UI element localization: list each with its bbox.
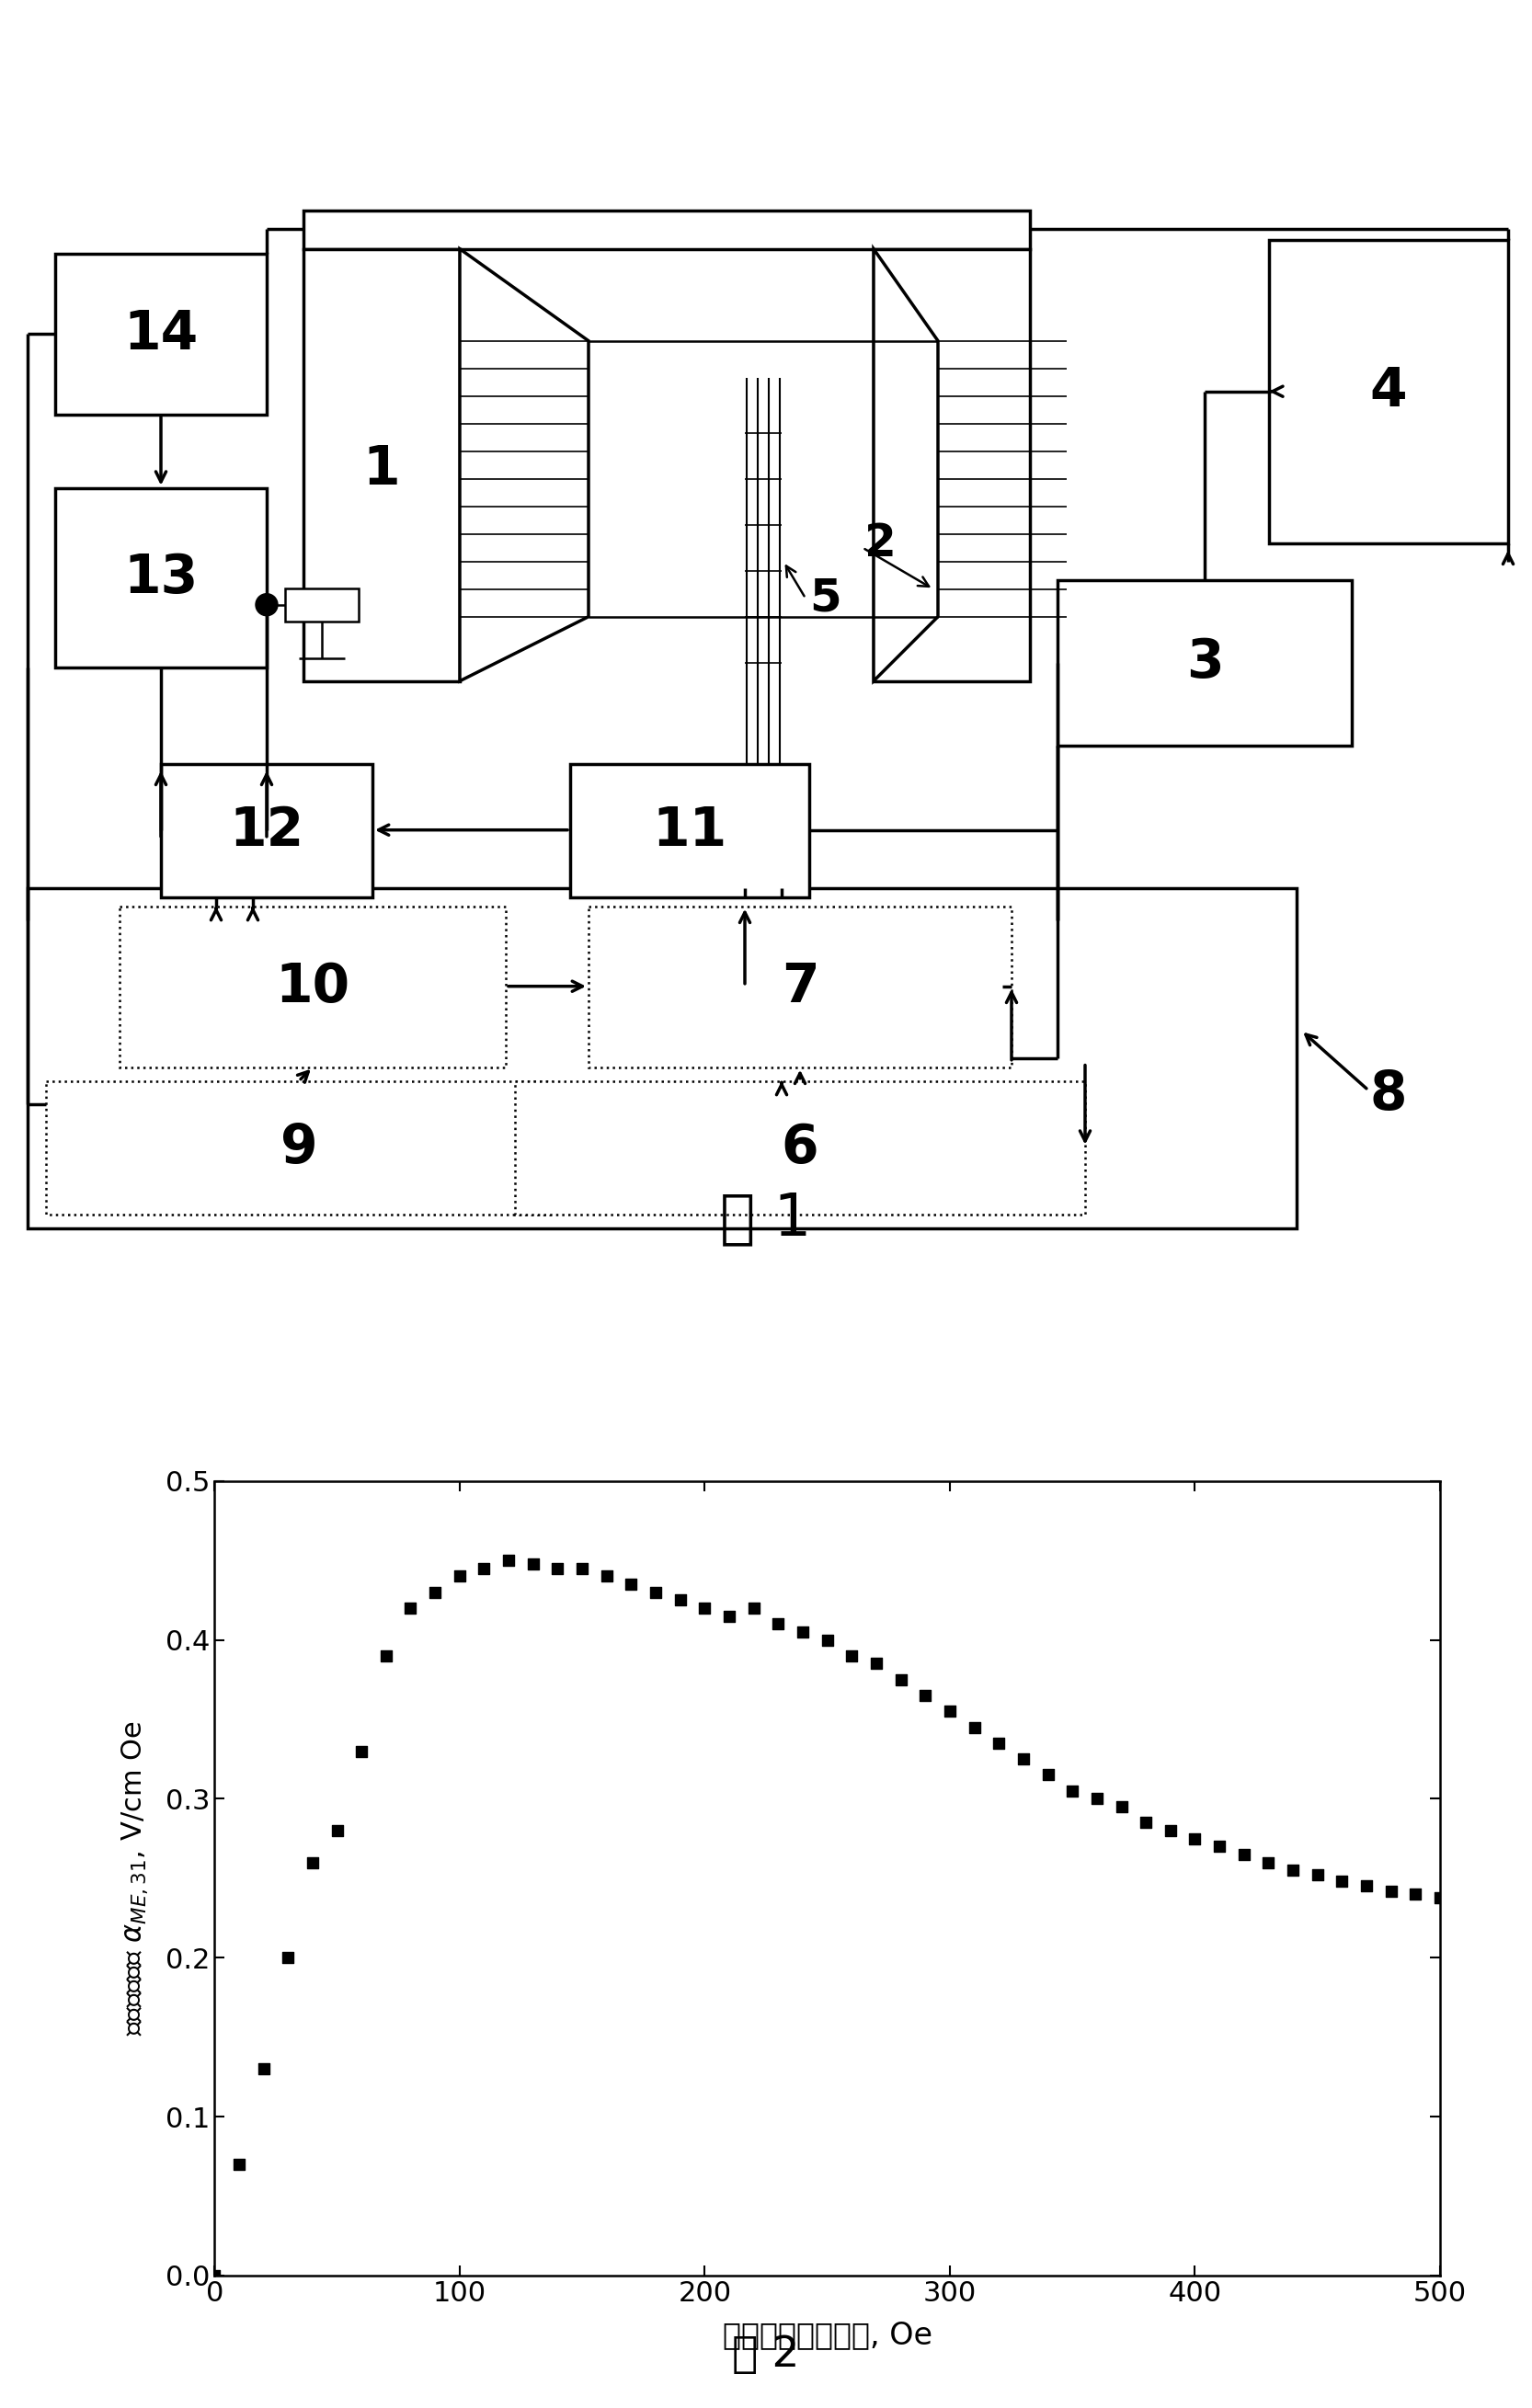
Point [1011, 1739, 1036, 1777]
Point [1183, 1820, 1207, 1859]
Point [374, 1637, 398, 1676]
Point [349, 1731, 374, 1770]
Point [1256, 1842, 1281, 1881]
Text: 2: 2 [864, 520, 896, 566]
Point [594, 1558, 619, 1597]
Point [447, 1558, 472, 1597]
Text: 10: 10 [276, 961, 349, 1014]
Bar [46, 1081, 552, 1214]
Point [1207, 1828, 1232, 1866]
Circle shape [256, 595, 277, 616]
Point [889, 1662, 913, 1700]
Point [692, 1589, 717, 1628]
Point [938, 1693, 962, 1731]
Point [570, 1548, 594, 1587]
Text: 图 2: 图 2 [732, 2333, 800, 2377]
Point [1060, 1772, 1085, 1811]
Point [766, 1604, 791, 1642]
Point [815, 1621, 840, 1659]
Bar [588, 905, 1011, 1067]
Bar [1057, 580, 1351, 746]
Text: 11: 11 [653, 804, 728, 857]
Text: 6: 6 [781, 1122, 818, 1173]
Bar [55, 489, 267, 667]
Text: 图 1: 图 1 [720, 1190, 812, 1247]
Point [913, 1676, 938, 1714]
Text: 8: 8 [1370, 1069, 1408, 1122]
Point [643, 1572, 668, 1611]
Point [1232, 1835, 1256, 1873]
Point [1036, 1755, 1060, 1794]
Point [1134, 1804, 1158, 1842]
Bar [285, 588, 358, 621]
Point [398, 1589, 423, 1628]
X-axis label: 直流偏置磁场大小, Oe: 直流偏置磁场大小, Oe [723, 2319, 931, 2350]
Polygon shape [460, 248, 588, 681]
Point [1403, 1876, 1428, 1914]
Point [202, 2256, 227, 2295]
Point [864, 1645, 889, 1683]
Point [1305, 1857, 1330, 1895]
Point [741, 1589, 766, 1628]
Text: 3: 3 [1186, 636, 1224, 689]
Y-axis label: 磁电耦合强度 $\alpha_{ME,31}$, V/cm Oe: 磁电耦合强度 $\alpha_{ME,31}$, V/cm Oe [121, 1722, 150, 2035]
Point [668, 1580, 692, 1618]
Text: 7: 7 [781, 961, 818, 1014]
Point [1158, 1811, 1183, 1849]
Point [325, 1811, 349, 1849]
Point [1085, 1780, 1109, 1818]
Polygon shape [873, 248, 938, 681]
Point [423, 1572, 447, 1611]
Bar [119, 905, 506, 1067]
Bar [570, 763, 809, 898]
Bar [303, 209, 1030, 248]
Point [521, 1544, 545, 1582]
Text: 14: 14 [124, 308, 198, 361]
Point [1109, 1787, 1134, 1825]
Point [227, 2146, 251, 2184]
Bar [161, 763, 372, 898]
Bar [515, 1081, 1085, 1214]
Text: 12: 12 [230, 804, 303, 857]
Point [987, 1724, 1011, 1763]
Bar [1268, 241, 1507, 544]
Point [545, 1548, 570, 1587]
Text: 1: 1 [363, 443, 400, 496]
Point [1379, 1871, 1403, 1910]
Point [472, 1548, 496, 1587]
Text: 5: 5 [809, 576, 841, 621]
Point [619, 1565, 643, 1604]
Point [962, 1707, 987, 1746]
Point [276, 1938, 300, 1977]
Bar [873, 248, 1030, 681]
Point [496, 1541, 521, 1580]
Point [840, 1637, 864, 1676]
Text: 13: 13 [124, 551, 198, 604]
Point [1428, 1878, 1452, 1917]
Point [717, 1597, 741, 1635]
Point [1330, 1861, 1354, 1900]
Text: 4: 4 [1370, 366, 1408, 417]
Bar [303, 248, 460, 681]
Point [251, 2049, 276, 2088]
Text: 9: 9 [280, 1122, 317, 1173]
Point [1354, 1866, 1379, 1905]
Point [300, 1842, 325, 1881]
Point [1281, 1852, 1305, 1890]
Bar [28, 889, 1296, 1228]
Point [791, 1613, 815, 1652]
Bar [55, 253, 267, 414]
